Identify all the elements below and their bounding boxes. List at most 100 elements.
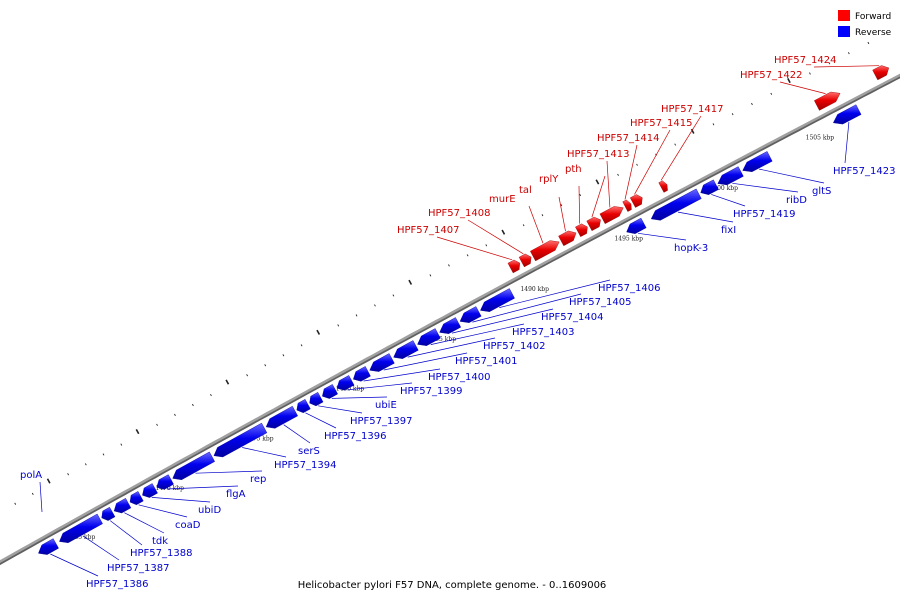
reverse-gene-hpf57_1388[interactable]: [101, 506, 116, 521]
reverse-gene-hpf57_1397[interactable]: [309, 392, 324, 407]
reverse-gene-label-hpf57_1402[interactable]: HPF57_1402: [483, 341, 545, 352]
reverse-gene-tdk[interactable]: [113, 498, 132, 514]
minor-tick: [636, 163, 638, 166]
backbone: [0, 73, 900, 566]
reverse-gene-fixi[interactable]: [650, 188, 702, 221]
major-tick: [501, 229, 506, 235]
reverse-gene-hpf57_1405[interactable]: [459, 306, 482, 323]
reverse-gene-flga[interactable]: [156, 474, 174, 490]
reverse-gene-label-fixi[interactable]: fixI: [721, 225, 736, 236]
forward-gene-hpf57_1407[interactable]: [507, 259, 521, 274]
forward-gene-label-pth[interactable]: pth: [565, 164, 582, 175]
reverse-gene-ubie[interactable]: [322, 384, 338, 399]
forward-gene-label-mure[interactable]: murE: [489, 194, 516, 205]
reverse-gene-label-tdk[interactable]: tdk: [152, 536, 168, 547]
forward-gene-label-tal[interactable]: tal: [519, 185, 532, 196]
forward-gene-hpf57_1424[interactable]: [872, 65, 890, 81]
minor-tick: [579, 193, 581, 197]
leader-line: [195, 470, 263, 474]
reverse-gene-label-hpf57_1401[interactable]: HPF57_1401: [455, 356, 517, 367]
reverse-gene-ribd[interactable]: [717, 166, 744, 186]
reverse-gene-rep[interactable]: [172, 451, 215, 481]
reverse-gene-hpf57_1403[interactable]: [417, 328, 441, 346]
reverse-gene-coad[interactable]: [129, 491, 144, 506]
reverse-gene-label-hpf57_1400[interactable]: HPF57_1400: [428, 372, 490, 383]
reverse-gene-label-hpf57_1423[interactable]: HPF57_1423: [833, 166, 895, 177]
reverse-gene-label-flga[interactable]: flgA: [226, 489, 246, 500]
reverse-gene-label-hpf57_1397[interactable]: HPF57_1397: [350, 416, 412, 427]
forward-gene-hpf57_1417[interactable]: [658, 180, 668, 193]
reverse-gene-label-glts[interactable]: gltS: [812, 186, 831, 197]
reverse-gene-hpf57_1400[interactable]: [353, 366, 371, 382]
reverse-gene-sers[interactable]: [265, 405, 298, 429]
reverse-gene-hopk-3[interactable]: [626, 217, 647, 234]
forward-gene-pth[interactable]: [586, 216, 601, 231]
reverse-gene-label-ribd[interactable]: ribD: [786, 195, 807, 206]
forward-gene-label-hpf57_1407[interactable]: HPF57_1407: [397, 225, 459, 236]
reverse-gene-label-hpf57_1405[interactable]: HPF57_1405: [569, 297, 631, 308]
reverse-gene-label-hpf57_1387[interactable]: HPF57_1387: [107, 563, 169, 574]
minor-tick: [867, 41, 870, 45]
leader-line: [844, 121, 850, 164]
reverse-gene-label-hpf57_1394[interactable]: HPF57_1394: [274, 460, 336, 471]
forward-gene-hpf57_1422[interactable]: [814, 91, 841, 111]
minor-tick: [102, 453, 105, 456]
reverse-gene-hpf57_1396[interactable]: [296, 399, 311, 414]
forward-gene-label-hpf57_1408[interactable]: HPF57_1408: [428, 208, 490, 219]
reverse-gene-label-hpf57_1403[interactable]: HPF57_1403: [512, 327, 574, 338]
major-tick: [46, 478, 51, 484]
forward-gene-tal[interactable]: [558, 230, 577, 247]
reverse-gene-label-hpf57_1386[interactable]: HPF57_1386: [86, 579, 148, 590]
reverse-gene-label-hpf57_1396[interactable]: HPF57_1396: [324, 431, 386, 442]
reverse-gene-glts[interactable]: [742, 151, 773, 173]
reverse-gene-hpf57_1419[interactable]: [700, 179, 719, 195]
forward-gene-label-hpf57_1414[interactable]: HPF57_1414: [597, 133, 659, 144]
forward-gene-hpf57_1414[interactable]: [622, 199, 632, 212]
reverse-gene-ubid[interactable]: [142, 483, 158, 498]
forward-gene-rply[interactable]: [575, 223, 588, 237]
forward-gene-hpf57_1415[interactable]: [629, 194, 643, 208]
forward-gene-hpf57_1413[interactable]: [599, 206, 624, 224]
leader-line: [436, 236, 513, 261]
minor-tick: [828, 62, 831, 65]
reverse-gene-label-hpf57_1388[interactable]: HPF57_1388: [130, 548, 192, 559]
reverse-gene-label-hpf57_1404[interactable]: HPF57_1404: [541, 312, 603, 323]
reverse-gene-hpf57_1423[interactable]: [832, 104, 862, 125]
reverse-gene-hpf57_1401[interactable]: [369, 353, 395, 372]
reverse-gene-hpf57_1386[interactable]: [38, 538, 59, 555]
forward-gene-hpf57_1408[interactable]: [518, 253, 532, 268]
reverse-gene-label-ubid[interactable]: ubiD: [198, 505, 221, 516]
reverse-gene-hpf57_1394[interactable]: [213, 422, 268, 458]
forward-gene-label-rply[interactable]: rplY: [539, 174, 559, 185]
minor-tick: [770, 92, 773, 95]
reverse-gene-label-hpf57_1419[interactable]: HPF57_1419: [733, 209, 795, 220]
reverse-gene-hpf57_1404[interactable]: [439, 317, 462, 334]
reverse-gene-label-hpf57_1406[interactable]: HPF57_1406: [598, 283, 660, 294]
reverse-gene-label-sers[interactable]: serS: [298, 446, 320, 457]
tick-label: 1505 kbp: [806, 135, 835, 142]
reverse-gene-hpf57_1399[interactable]: [336, 375, 355, 391]
genome-caption: Helicobacter pylori F57 DNA, complete ge…: [298, 580, 607, 591]
reverse-gene-hpf57_1402[interactable]: [393, 340, 419, 359]
gene-label-pola[interactable]: polA: [20, 470, 42, 481]
leader-line: [305, 412, 337, 429]
forward-gene-label-hpf57_1415[interactable]: HPF57_1415: [630, 118, 692, 129]
leader-line: [578, 185, 581, 224]
reverse-gene-label-rep[interactable]: rep: [250, 474, 266, 485]
major-tick: [316, 329, 321, 335]
major-tick: [595, 179, 600, 185]
reverse-gene-label-hpf57_1399[interactable]: HPF57_1399: [400, 386, 462, 397]
reverse-gene-label-coad[interactable]: coaD: [175, 520, 201, 531]
reverse-gene-label-ubie[interactable]: ubiE: [375, 400, 397, 411]
reverse-gene-hpf57_1387[interactable]: [59, 513, 103, 544]
ticks-layer: 1465 kbp 1470 kbp 1475 kbp 1480 kbp 1485 kbp…: [14, 41, 870, 541]
forward-gene-mure[interactable]: [530, 240, 560, 262]
minor-tick: [847, 52, 850, 55]
minor-tick: [67, 473, 69, 476]
forward-gene-label-hpf57_1424[interactable]: HPF57_1424: [774, 55, 836, 66]
reverse-gene-hpf57_1406[interactable]: [480, 288, 515, 312]
forward-gene-label-hpf57_1417[interactable]: HPF57_1417: [661, 104, 723, 115]
forward-gene-label-hpf57_1422[interactable]: HPF57_1422: [740, 70, 802, 81]
forward-gene-label-hpf57_1413[interactable]: HPF57_1413: [567, 149, 629, 160]
reverse-gene-label-hopk-3[interactable]: hopK-3: [674, 243, 708, 254]
